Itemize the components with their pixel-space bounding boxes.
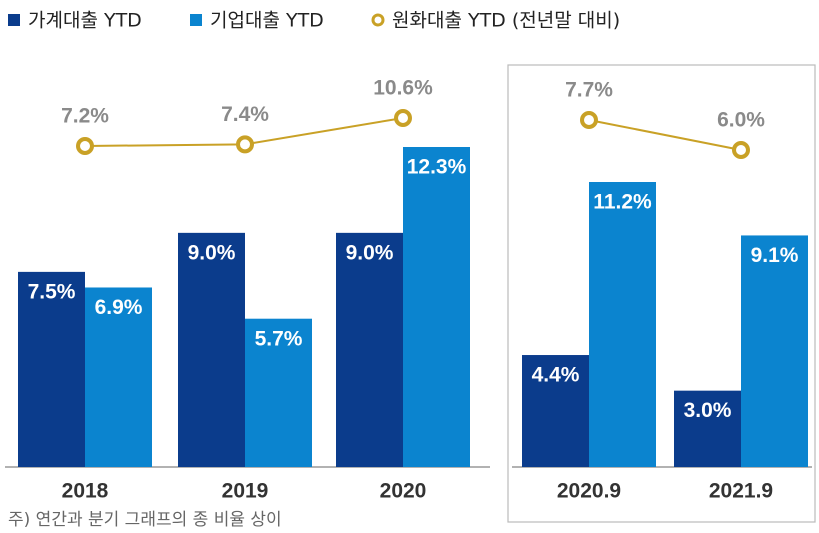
line-marker bbox=[236, 135, 254, 154]
legend-marker bbox=[190, 14, 202, 26]
bar bbox=[741, 235, 808, 467]
data-label: 9.0% bbox=[188, 241, 236, 264]
x-tick-label: 2019 bbox=[222, 480, 269, 503]
bar bbox=[403, 147, 470, 467]
bar bbox=[85, 287, 152, 467]
panel-frame bbox=[507, 64, 816, 523]
data-label: 7.7% bbox=[565, 79, 613, 102]
bar bbox=[589, 182, 656, 467]
bar bbox=[18, 271, 85, 467]
bar bbox=[674, 390, 741, 467]
x-tick-label: 2020.9 bbox=[557, 480, 621, 503]
data-label: 7.5% bbox=[28, 280, 76, 303]
note: 주) 연간과 분기 그래프의 종 비율 상이 bbox=[8, 510, 282, 530]
data-label: 10.6% bbox=[373, 77, 433, 100]
data-label: 9.1% bbox=[751, 244, 799, 267]
bar bbox=[336, 232, 403, 467]
line-marker bbox=[394, 109, 412, 127]
x-tick-label: 2021.9 bbox=[709, 480, 773, 503]
x-tick-label: 2018 bbox=[62, 480, 109, 503]
legend-label: 기업대출 YTD bbox=[210, 10, 324, 32]
bar bbox=[178, 232, 245, 467]
data-label: 4.4% bbox=[532, 364, 580, 387]
data-label: 3.0% bbox=[684, 399, 732, 422]
data-label: 6.0% bbox=[717, 109, 765, 132]
data-label: 6.9% bbox=[95, 296, 143, 319]
data-label: 11.2% bbox=[593, 191, 652, 214]
x-tick-label: 2020 bbox=[380, 480, 427, 503]
legend-marker bbox=[371, 13, 385, 27]
legend-label: 가계대출 YTD bbox=[28, 10, 142, 32]
line bbox=[588, 119, 742, 151]
line-marker bbox=[76, 137, 94, 155]
line-marker bbox=[732, 141, 750, 159]
bar bbox=[245, 318, 312, 467]
data-label: 5.7% bbox=[255, 327, 303, 350]
line-marker bbox=[580, 111, 598, 129]
data-label: 7.4% bbox=[221, 103, 269, 126]
data-label: 12.3% bbox=[407, 156, 467, 179]
bar bbox=[522, 355, 589, 467]
data-label: 7.2% bbox=[61, 105, 109, 128]
legend-marker bbox=[8, 14, 20, 26]
data-label: 9.0% bbox=[346, 241, 394, 264]
legend-label: 원화대출 YTD (전년말 대비) bbox=[392, 10, 620, 32]
